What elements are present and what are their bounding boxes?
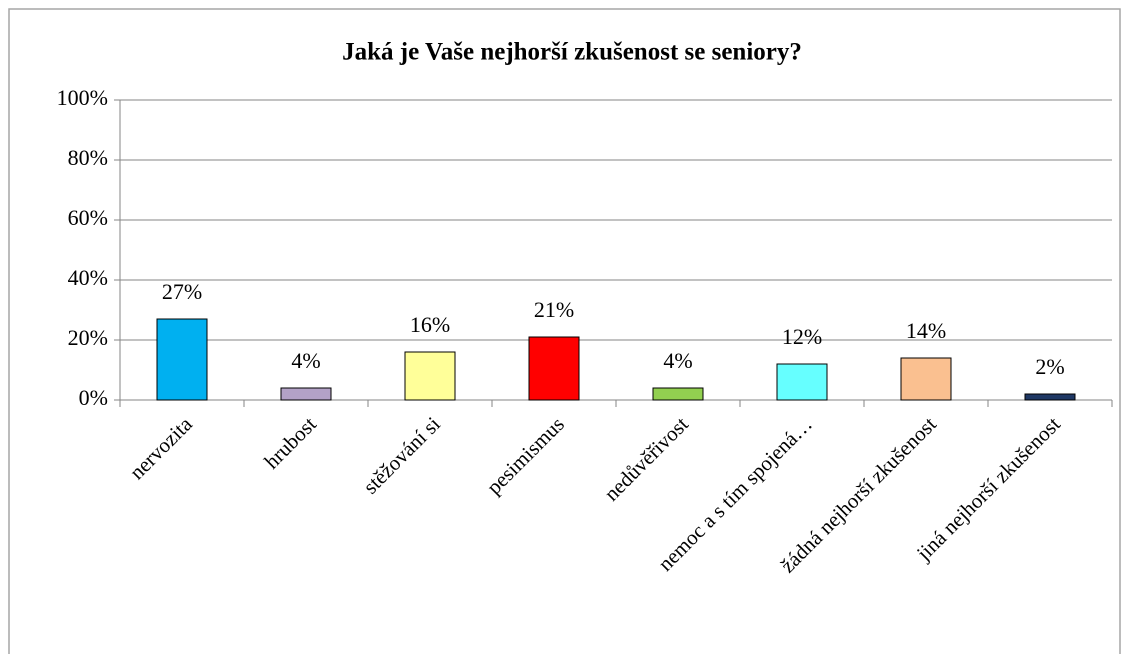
value-label: 16% <box>410 312 450 337</box>
value-label: 4% <box>663 348 692 373</box>
value-label: 4% <box>291 348 320 373</box>
bar <box>652 387 704 401</box>
bar <box>404 351 456 401</box>
y-tick-label: 100% <box>57 85 108 110</box>
value-label: 27% <box>162 279 202 304</box>
value-label: 2% <box>1035 354 1064 379</box>
y-tick-label: 40% <box>68 265 108 290</box>
y-tick-label: 20% <box>68 325 108 350</box>
y-tick-label: 0% <box>79 385 108 410</box>
bar <box>900 357 952 401</box>
bar <box>528 336 580 401</box>
bar <box>156 318 208 401</box>
y-tick-label: 60% <box>68 205 108 230</box>
value-label: 21% <box>534 297 574 322</box>
y-tick-label: 80% <box>68 145 108 170</box>
value-label: 14% <box>906 318 946 343</box>
bar <box>1024 393 1076 401</box>
bar <box>280 387 332 401</box>
chart-title: Jaká je Vaše nejhorší zkušenost se senio… <box>342 39 802 66</box>
bar <box>776 363 828 401</box>
value-label: 12% <box>782 324 822 349</box>
